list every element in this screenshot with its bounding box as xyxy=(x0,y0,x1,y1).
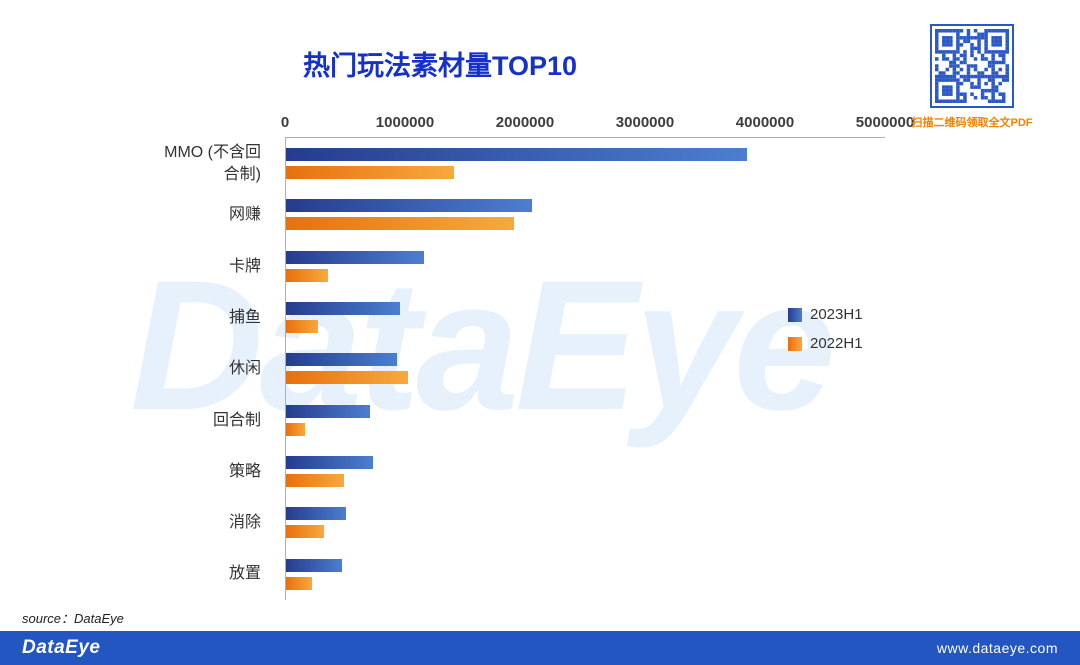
chart-row: 卡牌 xyxy=(0,240,900,292)
legend-item-2023H1: 2023H1 xyxy=(788,306,863,323)
chart-row: 捕鱼 xyxy=(0,291,900,344)
category-label: 捕鱼 xyxy=(0,307,285,329)
category-label: 回合制 xyxy=(0,410,285,432)
category-label: 休闲 xyxy=(0,358,285,380)
legend-item-2022H1: 2022H1 xyxy=(788,335,863,352)
chart-row: 网赚 xyxy=(0,189,900,241)
chart-title: 热门玩法素材量TOP10 xyxy=(302,51,578,81)
bar-group xyxy=(285,138,885,190)
legend: 2023H1 2022H1 xyxy=(788,306,863,352)
bar-2022H1 xyxy=(286,576,313,590)
x-tick-label: 4000000 xyxy=(735,114,795,131)
x-axis: 0 1000000 2000000 3000000 4000000 5000000 xyxy=(281,104,914,138)
category-label-text: 网赚 xyxy=(228,206,261,224)
category-label: 网赚 xyxy=(0,204,285,226)
qr-block: 扫描二维码领取全文PDF xyxy=(906,24,1038,130)
chart-row: 策略 xyxy=(0,445,900,498)
bar-2023H1 xyxy=(286,302,400,316)
chart-row: 消除 xyxy=(0,497,900,549)
bar-group xyxy=(285,189,885,241)
bar-2023H1 xyxy=(286,404,370,418)
x-tick-label: 5000000 xyxy=(855,114,915,131)
dataeye-watermark: DataEye xyxy=(130,243,836,449)
chart-row: MMO (不含回合制) xyxy=(0,138,900,190)
legend-swatch xyxy=(788,336,802,351)
bar-2022H1 xyxy=(286,268,328,282)
bar-group xyxy=(285,394,885,446)
bar-group xyxy=(285,240,885,292)
footer-url[interactable]: www.dataeye.com xyxy=(936,640,1058,656)
category-label-text: 消除 xyxy=(228,514,261,532)
bar-2023H1 xyxy=(286,456,374,470)
bar-group xyxy=(285,343,885,395)
x-tick-label: 2000000 xyxy=(495,114,555,131)
category-label-text: 策略 xyxy=(228,462,261,480)
bar-2022H1 xyxy=(286,217,514,231)
qr-caption: 扫描二维码领取全文PDF xyxy=(911,117,1033,129)
legend-swatch xyxy=(788,307,802,322)
bar-2023H1 xyxy=(286,558,343,572)
category-label: 策略 xyxy=(0,461,285,483)
x-tick-label: 3000000 xyxy=(615,114,675,131)
bar-2022H1 xyxy=(286,320,319,334)
bar-group xyxy=(285,548,885,600)
bar-2023H1 xyxy=(286,353,398,367)
legend-label: 2022H1 xyxy=(810,335,863,352)
category-label-text: 休闲 xyxy=(228,360,261,378)
x-tick-label: 1000000 xyxy=(375,114,435,131)
footer-bar: DataEye www.dataeye.com xyxy=(0,631,1080,665)
chart-row: 放置 xyxy=(0,548,900,600)
qr-code-icon xyxy=(930,24,1014,108)
bar-2022H1 xyxy=(286,474,344,488)
bar-2023H1 xyxy=(286,250,424,264)
legend-label: 2023H1 xyxy=(810,306,863,323)
bar-2022H1 xyxy=(286,371,409,385)
category-label-text: MMO (不含回合制) xyxy=(164,144,261,183)
category-label: 消除 xyxy=(0,512,285,534)
bar-2023H1 xyxy=(286,148,748,162)
bar-chart: 0 1000000 2000000 3000000 4000000 5000000 MMO… xyxy=(0,104,914,600)
category-label-text: 回合制 xyxy=(212,411,261,429)
category-label-text: 捕鱼 xyxy=(228,308,261,326)
category-label: 卡牌 xyxy=(0,256,285,278)
bar-2022H1 xyxy=(286,166,454,180)
category-label-text: 放置 xyxy=(228,565,261,583)
chart-row: 休闲 xyxy=(0,343,900,395)
x-tick-label: 0 xyxy=(280,114,290,131)
source-note: source：DataEye xyxy=(22,611,124,626)
bar-2023H1 xyxy=(286,507,346,521)
category-label: MMO (不含回合制) xyxy=(0,142,285,185)
chart-rows: MMO (不含回合制) 网赚卡牌捕鱼休闲回合制策略消除放置 xyxy=(0,138,900,600)
bar-group xyxy=(285,445,885,498)
bar-group xyxy=(285,497,885,549)
bar-group xyxy=(285,291,885,344)
bar-2022H1 xyxy=(286,422,306,436)
category-label: 放置 xyxy=(0,563,285,585)
footer-logo: DataEye xyxy=(22,637,101,658)
category-label-text: 卡牌 xyxy=(228,257,261,275)
bar-2023H1 xyxy=(286,199,532,213)
chart-row: 回合制 xyxy=(0,394,900,446)
bar-2022H1 xyxy=(286,525,325,539)
